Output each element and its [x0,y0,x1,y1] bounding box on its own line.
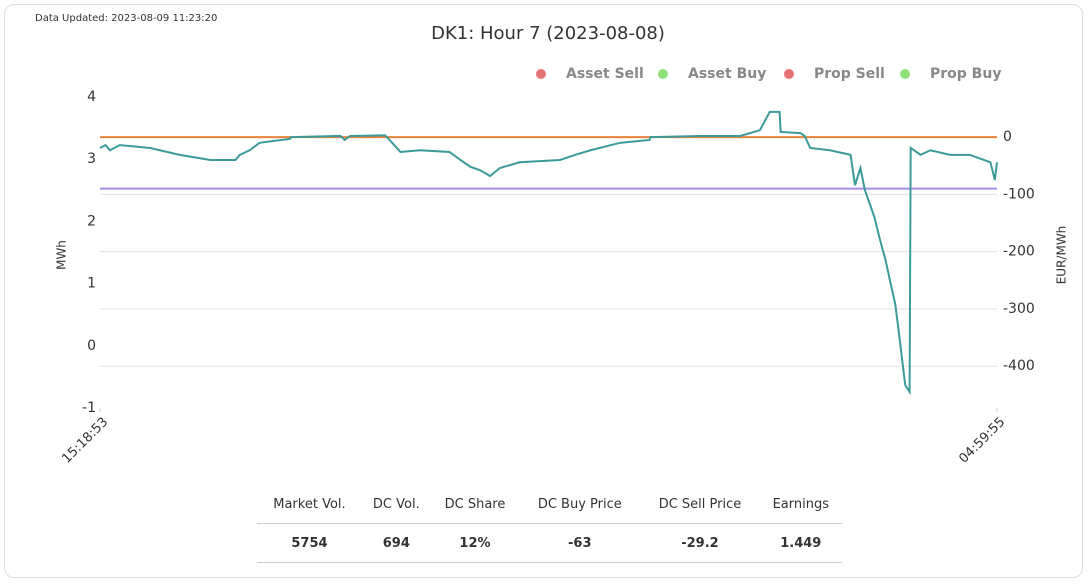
legend-label: Prop Buy [930,66,1001,82]
data-cell: -63 [519,523,641,563]
chart-title: DK1: Hour 7 (2023-08-08) [431,23,665,44]
y-tick-label: 3 [87,151,96,167]
legend-marker [536,69,546,79]
price-line [99,110,998,396]
legend-marker [658,69,668,79]
card [4,4,1083,578]
y-tick-label: 4 [87,89,96,105]
y-tick-label: -1 [82,400,96,416]
legend-marker [900,69,910,79]
legend-label: Asset Buy [688,66,766,82]
data-cell: 5754 [257,523,362,563]
data-cell: 12% [430,523,520,563]
y2-tick-label: -200 [1003,244,1035,260]
stats-table: Market Vol. DC Vol. DC Share DC Buy Price DC… [257,485,842,563]
data-cell: -29.2 [640,523,760,563]
legend-label: Asset Sell [566,66,644,82]
header-cell: DC Share [430,485,520,524]
legend-marker [784,69,794,79]
data-cell: 1.449 [759,523,842,563]
y-tick-label: 1 [87,276,96,292]
y2-axis-label: EUR/MWh [1055,226,1069,285]
y2-tick-label: -400 [1003,358,1035,374]
data-row: 5754 694 12% -63 -29.2 1.449 [257,523,842,563]
y-tick-label: 0 [87,338,96,354]
data-cell: 694 [361,523,431,563]
y-axis-label: MWh [55,240,69,270]
header-cell: DC Sell Price [640,485,760,524]
x-tick-label: 15:18:53 [59,415,111,467]
y-tick-label: 2 [87,213,96,229]
x-tick-label: 04:59:55 [956,415,1008,467]
header-row: Market Vol. DC Vol. DC Share DC Buy Price DC… [257,485,842,524]
header-cell: DC Buy Price [519,485,641,524]
y2-tick-label: -100 [1003,186,1035,202]
header-cell: Earnings [759,485,842,524]
updated: Data Updated: 2023-08-09 11:23:20 [35,13,217,24]
y2-tick-label: 0 [1003,129,1012,145]
legend-label: Prop Sell [814,66,885,82]
header-cell: DC Vol. [361,485,431,524]
y2-tick-label: -300 [1003,301,1035,317]
header-cell: Market Vol. [257,485,362,524]
